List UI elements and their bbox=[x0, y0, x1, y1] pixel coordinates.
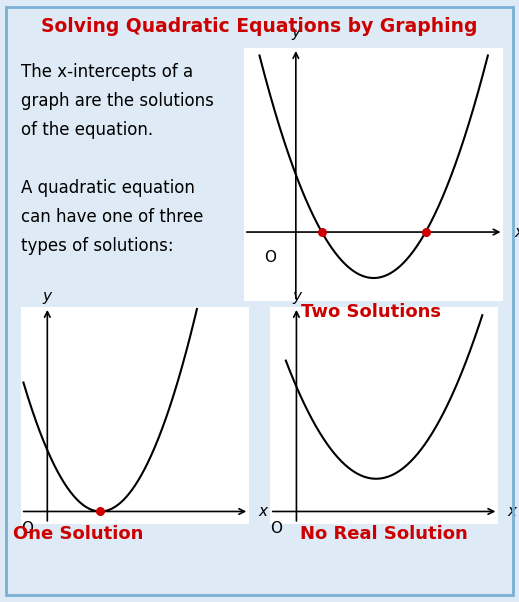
Text: y: y bbox=[43, 289, 52, 303]
Text: O: O bbox=[270, 521, 282, 536]
Text: A quadratic equation: A quadratic equation bbox=[21, 179, 195, 197]
Text: can have one of three: can have one of three bbox=[21, 208, 203, 226]
Text: O: O bbox=[264, 250, 276, 265]
Text: x: x bbox=[508, 504, 516, 519]
Text: of the equation.: of the equation. bbox=[21, 121, 153, 139]
Text: x: x bbox=[514, 225, 519, 240]
Text: Two Solutions: Two Solutions bbox=[301, 303, 441, 321]
Text: y: y bbox=[291, 25, 301, 40]
Text: y: y bbox=[292, 289, 301, 303]
Text: The x-intercepts of a: The x-intercepts of a bbox=[21, 63, 193, 81]
Text: No Real Solution: No Real Solution bbox=[300, 525, 468, 543]
Text: x: x bbox=[258, 504, 267, 519]
Text: O: O bbox=[21, 521, 33, 536]
Text: graph are the solutions: graph are the solutions bbox=[21, 92, 214, 110]
Text: One Solution: One Solution bbox=[12, 525, 143, 543]
Text: types of solutions:: types of solutions: bbox=[21, 237, 173, 255]
Text: Solving Quadratic Equations by Graphing: Solving Quadratic Equations by Graphing bbox=[41, 17, 478, 36]
